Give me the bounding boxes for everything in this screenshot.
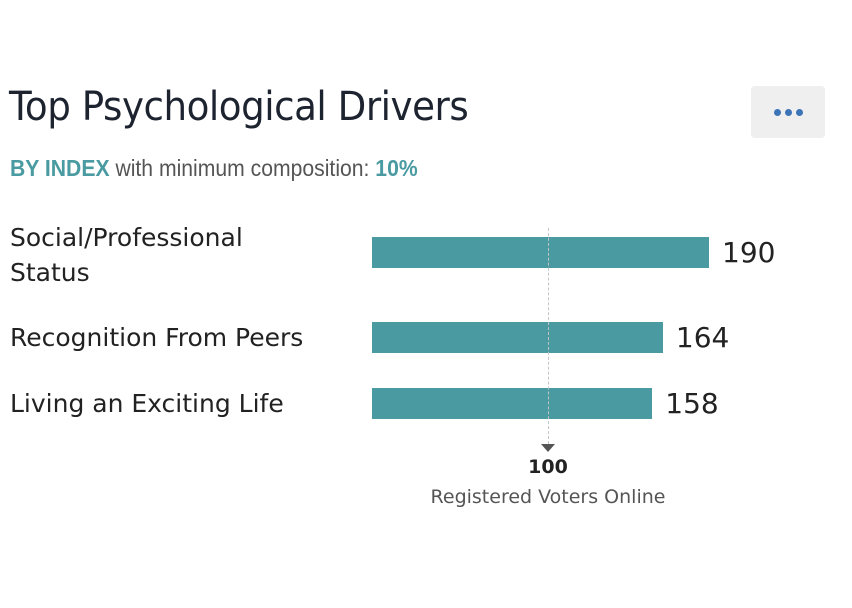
reference-arrow-icon: [541, 444, 555, 452]
category-label: Social/Professional Status: [10, 223, 243, 287]
more-horizontal-icon: [784, 108, 792, 116]
category-label: Living an Exciting Life: [10, 389, 284, 418]
subtitle-text: with minimum composition:: [109, 155, 376, 181]
more-options-button[interactable]: [751, 86, 825, 138]
reference-label: Registered Voters Online: [430, 486, 666, 508]
reference-value: 100: [528, 456, 568, 478]
bar: [372, 237, 710, 268]
reference-line: [548, 228, 549, 444]
composition-value: 10%: [375, 155, 418, 181]
value-label: 164: [675, 321, 730, 354]
bar: [372, 388, 653, 419]
bar: [372, 322, 663, 353]
chart-title: Top Psychological Drivers: [9, 84, 469, 130]
more-horizontal-icon: [773, 108, 781, 116]
more-horizontal-icon: [795, 108, 803, 116]
value-label: 190: [722, 236, 776, 269]
chart-subtitle: BY INDEX with minimum composition: 10%: [10, 155, 418, 182]
category-label: Recognition From Peers: [10, 323, 304, 352]
index-label: BY INDEX: [10, 155, 110, 181]
value-label: 158: [665, 387, 719, 420]
